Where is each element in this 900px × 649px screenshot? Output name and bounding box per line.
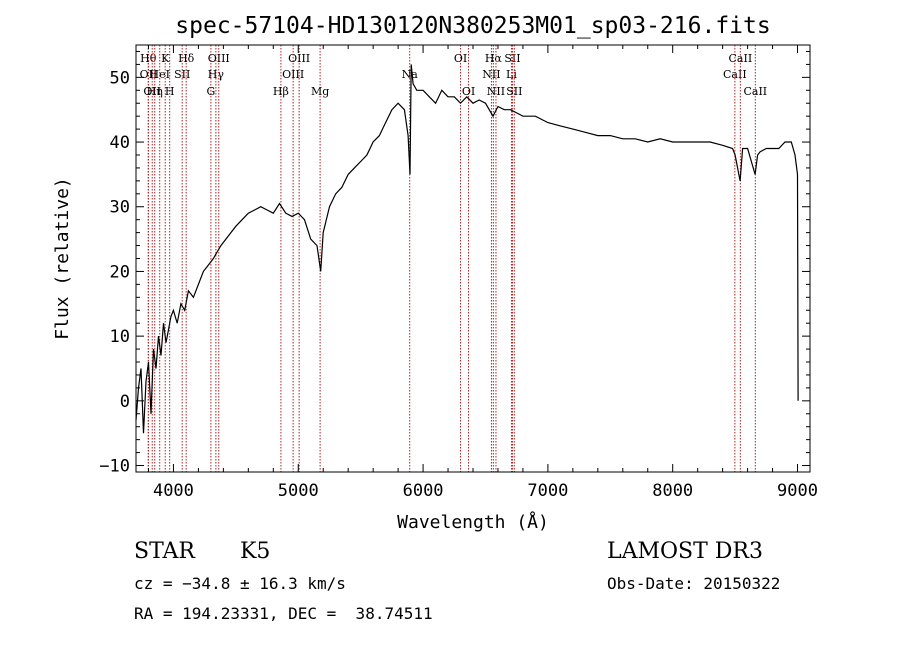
subclass: K5: [240, 539, 271, 564]
y-tick-label: 50: [110, 68, 130, 88]
y-tick-label: 40: [110, 133, 130, 153]
line-label-nii: NII: [482, 68, 500, 81]
line-label-hα: Hα: [485, 52, 503, 65]
line-label-oii: OII: [140, 68, 158, 81]
x-tick-label: 4000: [153, 481, 194, 501]
line-label-oiii: OIII: [282, 68, 304, 81]
x-tick-label: 8000: [652, 481, 693, 501]
x-tick-label: 9000: [777, 481, 818, 501]
line-label-na: Na: [402, 68, 419, 81]
line-label-mg: Mg: [311, 85, 329, 98]
line-label-oii: OII: [143, 85, 161, 98]
line-label-nii: NII: [487, 85, 505, 98]
x-tick-label: 6000: [403, 481, 444, 501]
line-label-sii: SII: [504, 52, 520, 65]
line-label-hβ: Hβ: [273, 85, 289, 98]
line-label-oiii: OIII: [288, 52, 310, 65]
obs-date: Obs-Date: 20150322: [607, 574, 781, 593]
y-tick-label: −10: [99, 457, 130, 477]
line-label-h: H: [165, 85, 175, 98]
line-label-hδ: Hδ: [178, 52, 195, 65]
spectrum-series: [135, 64, 799, 434]
x-tick-label: 7000: [527, 481, 568, 501]
plot-frame: [135, 44, 811, 473]
line-label-caii: CaII: [743, 85, 767, 98]
line-label-oiii: OIII: [208, 52, 230, 65]
line-label-hη: Hη: [147, 85, 163, 98]
y-tick-label: 30: [110, 198, 130, 218]
y-axis-label: Flux (relative): [52, 177, 73, 340]
x-axis-label: Wavelength (Å): [397, 511, 549, 533]
line-label-hei: HeI: [149, 68, 169, 81]
line-label-sii: SII: [506, 85, 522, 98]
line-label-g: G: [206, 85, 215, 98]
line-label-caii: CaII: [723, 68, 747, 81]
y-tick-label: 20: [110, 262, 130, 282]
line-label-caii: CaII: [729, 52, 753, 65]
line-label-hγ: Hγ: [208, 68, 225, 81]
x-tick-label: 5000: [278, 481, 319, 501]
line-label-li: Li: [506, 68, 517, 81]
line-label-oi: OI: [454, 52, 467, 65]
chart-title: spec-57104-HD130120N380253M01_sp03-216.f…: [175, 13, 770, 39]
ra-dec: RA = 194.23331, DEC = 38.74511: [134, 604, 433, 623]
y-tick-label: 0: [120, 392, 130, 412]
object-class: STAR: [134, 539, 195, 564]
line-label-k: K: [161, 52, 170, 65]
line-label-sii: SII: [174, 68, 190, 81]
y-tick-label: 10: [110, 327, 130, 347]
survey-label: LAMOST DR3: [607, 539, 763, 564]
cz-value: cz = −34.8 ± 16.3 km/s: [134, 574, 346, 593]
line-label-oi: OI: [462, 85, 475, 98]
